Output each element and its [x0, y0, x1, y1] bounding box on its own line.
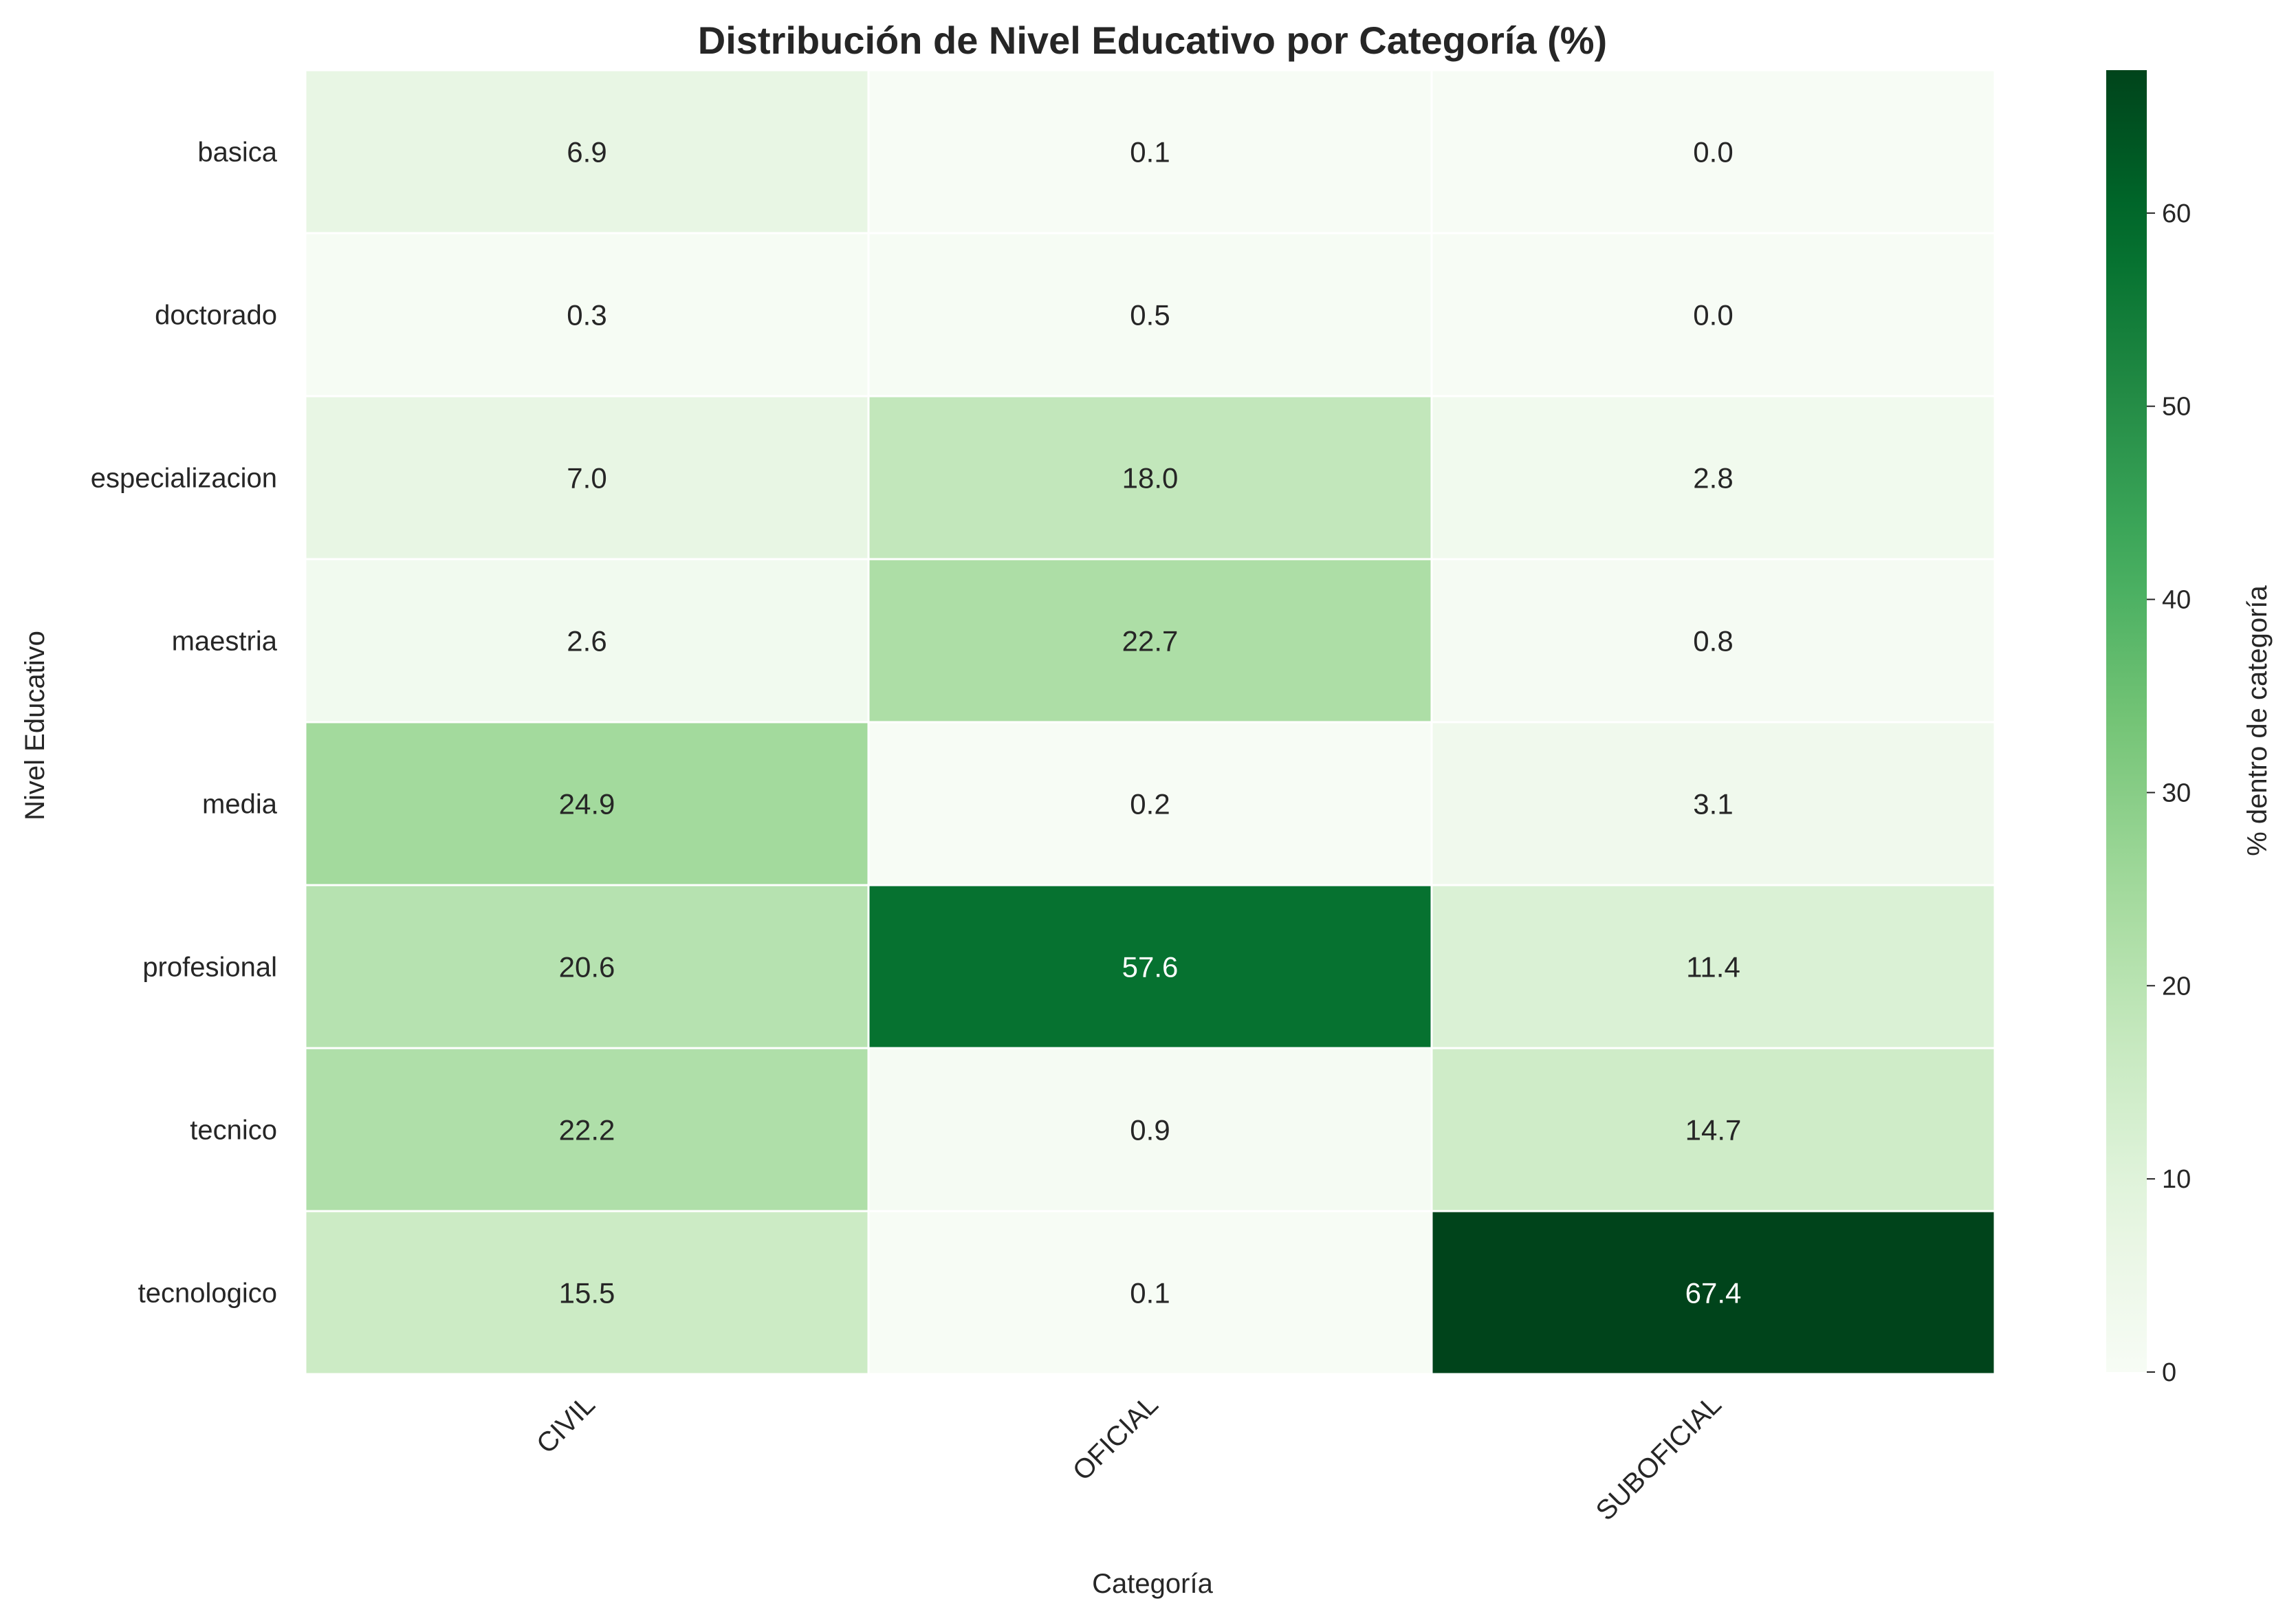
colorbar-tick-label: 0 [2162, 1358, 2176, 1387]
heatmap-cell-labels: 6.9 0.1 0.0 0.3 0.5 0.0 7.0 18.0 2.8 2.6 22.7 0.8 24… [559, 136, 1742, 1309]
x-tick-label: CIVIL [531, 1389, 601, 1459]
heatmap-cell [867, 395, 1433, 561]
cell-value-label: 6.9 [567, 136, 606, 168]
y-tick-label: profesional [142, 953, 277, 983]
y-tick-label: especializacion [91, 464, 277, 494]
heatmap-cell [1430, 1047, 1996, 1212]
y-tick-label: tecnologico [138, 1279, 277, 1309]
heatmap-cell [304, 1210, 870, 1375]
cell-value-label: 0.0 [1693, 299, 1733, 331]
x-axis-label: Categoría [1092, 1569, 1213, 1599]
heatmap-cell [304, 721, 870, 886]
cell-value-label: 3.1 [1693, 788, 1733, 820]
heatmap-cell [304, 69, 870, 235]
colorbar-tick-label: 50 [2162, 393, 2191, 422]
heatmap-cell [304, 232, 870, 398]
cell-value-label: 67.4 [1685, 1277, 1742, 1309]
heatmap-cells [304, 69, 1996, 1375]
chart-title: Distribución de Nivel Educativo por Cate… [698, 19, 1607, 62]
heatmap-cell [1430, 884, 1996, 1049]
y-tick-label: basica [197, 138, 277, 168]
cell-value-label: 0.9 [1130, 1114, 1170, 1146]
cell-value-label: 0.0 [1693, 136, 1733, 168]
heatmap-cell [1430, 69, 1996, 235]
heatmap-cell [867, 1210, 1433, 1375]
cell-value-label: 20.6 [559, 951, 615, 983]
colorbar-tick-label: 40 [2162, 586, 2191, 615]
colorbar-tick-label: 30 [2162, 779, 2191, 807]
colorbar-tick-label: 10 [2162, 1165, 2191, 1194]
cell-value-label: 2.6 [567, 625, 606, 657]
heatmap-cell [1430, 232, 1996, 398]
heatmap-cell [1430, 721, 1996, 886]
cell-value-label: 22.7 [1122, 625, 1179, 657]
heatmap-cell [1430, 1210, 1996, 1375]
heatmap-cell [1430, 558, 1996, 724]
heatmap-cell [867, 232, 1433, 398]
cell-value-label: 0.1 [1130, 1277, 1170, 1309]
cell-value-label: 57.6 [1122, 951, 1179, 983]
y-tick-label: maestria [172, 627, 278, 657]
cell-value-label: 0.3 [567, 299, 606, 331]
cell-value-label: 0.1 [1130, 136, 1170, 168]
y-tick-label: tecnico [190, 1116, 277, 1146]
heatmap-cell [867, 721, 1433, 886]
colorbar-tick-label: 60 [2162, 199, 2191, 228]
cell-value-label: 0.5 [1130, 299, 1170, 331]
colorbar [2106, 70, 2147, 1372]
cell-value-label: 7.0 [567, 462, 606, 494]
x-tick-label: SUBOFICIAL [1590, 1389, 1727, 1526]
cell-value-label: 2.8 [1693, 462, 1733, 494]
cell-value-label: 22.2 [559, 1114, 615, 1146]
cell-value-label: 0.8 [1693, 625, 1733, 657]
cell-value-label: 11.4 [1686, 951, 1740, 983]
cell-value-label: 0.2 [1130, 788, 1170, 820]
y-tick-label: media [202, 790, 278, 820]
heatmap-cell [867, 1047, 1433, 1212]
cell-value-label: 14.7 [1685, 1114, 1742, 1146]
x-tick-labels: CIVIL OFICIAL SUBOFICIAL [531, 1389, 1727, 1526]
heatmap-cell [304, 1047, 870, 1212]
cell-value-label: 15.5 [559, 1277, 615, 1309]
heatmap-cell [867, 69, 1433, 235]
heatmap-cell [304, 558, 870, 724]
y-tick-label: doctorado [155, 301, 277, 331]
colorbar-ticks: 0 10 20 30 40 50 60 [2147, 199, 2191, 1387]
cell-value-label: 18.0 [1122, 462, 1179, 494]
cell-value-label: 24.9 [559, 788, 615, 820]
heatmap-cell [867, 884, 1433, 1049]
heatmap-cell [304, 884, 870, 1049]
y-tick-labels: basica doctorado especializacion maestria me… [91, 138, 278, 1309]
colorbar-label: % dentro de categoría [2242, 585, 2273, 856]
x-tick-label: OFICIAL [1067, 1389, 1164, 1486]
y-axis-label: Nivel Educativo [20, 631, 50, 820]
colorbar-tick-label: 20 [2162, 972, 2191, 1001]
